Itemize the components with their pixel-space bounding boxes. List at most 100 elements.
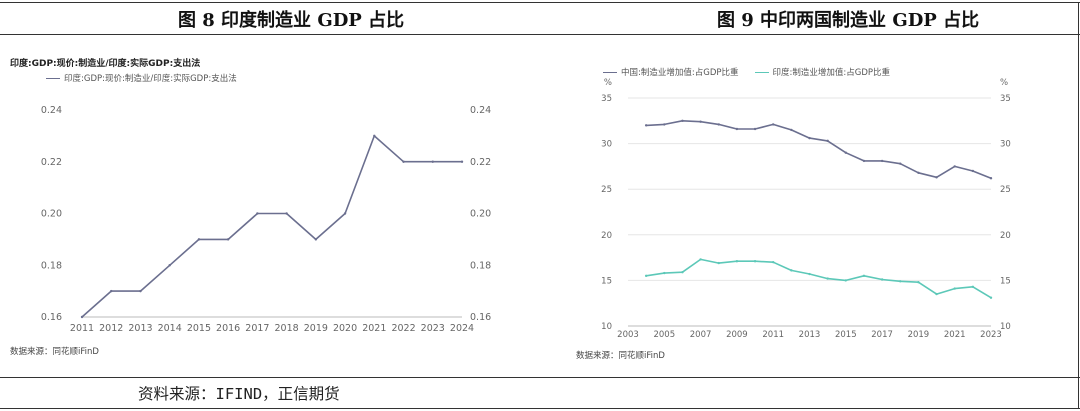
header-rule [0, 34, 1080, 35]
data-point-s0-2014 [826, 139, 829, 143]
data-point-s1-2017 [880, 278, 884, 281]
data-point-s1-2014 [826, 277, 829, 280]
data-point-s0-2015 [197, 238, 201, 241]
data-point-s0-2013 [808, 136, 811, 140]
data-point-s1-2016 [862, 274, 866, 278]
right-legend-swatch-india [754, 71, 769, 73]
x-tick-2015: 2015 [835, 330, 857, 340]
data-point-s1-2007 [699, 258, 702, 261]
data-point-s0-2008 [717, 123, 720, 126]
y-tick-right-5: 35 [1000, 94, 1011, 104]
data-point-s1-2022 [971, 285, 975, 288]
footer-source: 资料来源：IFIND，正信期货 [138, 385, 340, 403]
data-point-s0-2020 [343, 212, 347, 215]
y-tick-left-4: 30 [601, 140, 612, 150]
y-tick-left-0: 0.16 [41, 312, 62, 323]
x-tick-2003: 2003 [617, 330, 639, 340]
data-point-s1-2005 [663, 271, 666, 275]
data-point-s1-2013 [808, 272, 811, 276]
right-line-chart: 10 10 15 15 20 20 25 25 30 30 35 35% % 2003 2005 2007 20… [601, 78, 1011, 340]
data-point-s1-2020 [935, 292, 938, 296]
data-point-s0-2012 [790, 128, 793, 132]
data-point-s1-2004 [644, 274, 648, 278]
right-chart-legend: 中国:制造业增加值:占GDP比重 印度:制造业增加值:占GDP比重 [603, 66, 906, 78]
x-tick-2014: 2014 [158, 323, 182, 334]
series-line-0 [81, 135, 462, 318]
y-unit-left: % [604, 78, 612, 88]
y-tick-right-2: 0.20 [470, 209, 491, 220]
data-point-s0-2016 [226, 238, 230, 241]
data-point-s0-2011 [772, 123, 775, 126]
data-point-s0-2016 [862, 159, 866, 163]
y-tick-right-2: 20 [1000, 231, 1011, 241]
y-tick-right-3: 25 [1000, 185, 1011, 195]
data-point-s1-2006 [681, 270, 684, 274]
data-point-s0-2011 [80, 315, 84, 319]
left-chart-legend: 印度:GDP:现价:制造业/印度:实际GDP:支出法 [46, 72, 253, 84]
x-tick-2023: 2023 [980, 330, 1002, 340]
data-point-s0-2015 [844, 151, 847, 154]
x-tick-2022: 2022 [391, 323, 415, 334]
y-tick-right-0: 0.16 [470, 312, 491, 323]
y-tick-left-0: 10 [601, 322, 612, 332]
data-point-s0-2022 [402, 160, 405, 163]
data-point-s1-2021 [953, 287, 956, 290]
data-point-s1-2018 [899, 280, 902, 283]
x-tick-2021: 2021 [944, 330, 966, 340]
left-source-note: 数据来源：同花顺iFinD [10, 347, 99, 357]
y-tick-left-1: 15 [601, 276, 612, 286]
right-source-note: 数据来源：同花顺iFinD [576, 351, 665, 361]
data-point-s0-2021 [373, 134, 376, 138]
figure-left-title: 图 8 印度制造业 GDP 占比 [178, 10, 405, 31]
right-legend-item-india: 印度:制造业增加值:占GDP比重 [754, 66, 890, 78]
data-point-s0-2017 [880, 159, 884, 163]
series-line-1 [646, 258, 992, 299]
data-point-s1-2019 [917, 281, 920, 284]
x-tick-2011: 2011 [762, 330, 784, 340]
data-point-s0-2018 [285, 212, 288, 215]
data-point-s0-2021 [953, 165, 956, 168]
data-point-s0-2006 [681, 119, 684, 123]
y-tick-right-1: 0.18 [470, 260, 491, 271]
data-point-s0-2023 [989, 177, 993, 180]
data-point-s0-2007 [699, 120, 702, 123]
data-point-s0-2024 [460, 160, 464, 163]
y-tick-left-1: 0.18 [41, 260, 62, 271]
y-tick-right-4: 30 [1000, 140, 1011, 150]
data-point-s0-2018 [899, 162, 902, 165]
bottom-rule [0, 408, 1080, 409]
x-tick-2018: 2018 [275, 323, 299, 334]
right-border [1078, 2, 1079, 408]
data-point-s1-2011 [772, 260, 775, 264]
data-point-s0-2017 [256, 212, 259, 215]
x-tick-2021: 2021 [362, 323, 386, 334]
x-tick-2012: 2012 [99, 323, 123, 334]
figure-right-title: 图 9 中印两国制造业 GDP 占比 [717, 10, 980, 31]
data-point-s0-2019 [314, 238, 318, 241]
x-tick-2013: 2013 [799, 330, 821, 340]
y-tick-right-1: 15 [1000, 276, 1011, 286]
x-tick-2011: 2011 [70, 323, 94, 334]
data-point-s0-2020 [935, 176, 938, 179]
y-tick-right-4: 0.24 [470, 105, 491, 116]
data-point-s0-2009 [735, 127, 739, 131]
x-tick-2023: 2023 [421, 323, 445, 334]
data-point-s0-2012 [110, 289, 113, 293]
data-point-s0-2023 [431, 160, 434, 163]
x-tick-2024: 2024 [450, 323, 474, 334]
y-tick-left-2: 0.20 [41, 209, 62, 220]
x-tick-2013: 2013 [128, 323, 152, 334]
data-point-s0-2005 [663, 123, 666, 126]
x-tick-2020: 2020 [333, 323, 357, 334]
left-line-chart: 0.16 0.16 0.18 0.18 0.20 0.20 0.22 0.22 0.24 0.24… [41, 105, 491, 334]
x-tick-2019: 2019 [304, 323, 328, 334]
x-tick-2005: 2005 [653, 330, 675, 340]
y-tick-left-5: 35 [601, 94, 612, 104]
data-point-s1-2012 [790, 269, 793, 272]
x-tick-2019: 2019 [908, 330, 930, 340]
x-tick-2015: 2015 [187, 323, 211, 334]
data-point-s1-2008 [717, 261, 720, 265]
left-chart-name: 印度:GDP:现价:制造业/印度:实际GDP:支出法 [10, 59, 201, 69]
data-point-s1-2015 [844, 279, 847, 282]
data-point-s0-2022 [971, 169, 975, 173]
